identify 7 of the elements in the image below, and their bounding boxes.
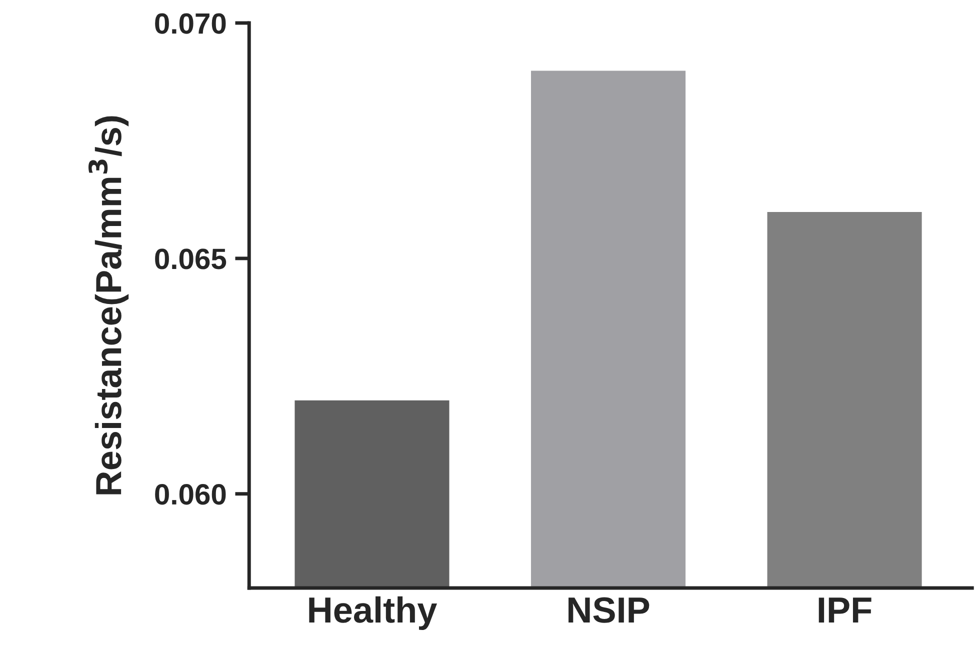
y-axis-title: Resistance(Pa/mm$^{3}$/s) [88,116,129,494]
y-tick-label: 0.070 [155,13,226,34]
y-tick-label: 0.060 [155,484,226,505]
x-tick-label: Healthy [309,596,438,630]
x-tick-label: NSIP [568,597,650,623]
x-tick-label: IPF [818,598,872,623]
y-tick-label: 0.065 [155,248,226,270]
